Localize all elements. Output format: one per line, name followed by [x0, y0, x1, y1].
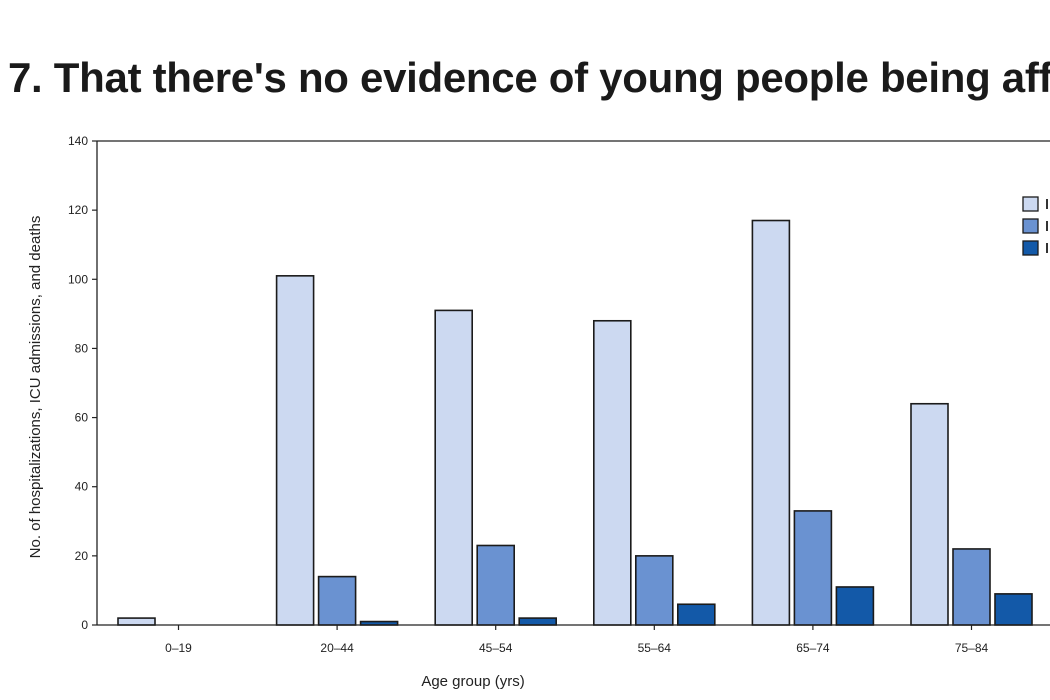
y-tick-label: 100 — [68, 272, 88, 286]
y-tick-label: 80 — [75, 341, 89, 355]
x-tick-label: 20–44 — [320, 641, 354, 655]
bar-0–19-series-1 — [117, 617, 156, 626]
x-tick-label: 65–74 — [796, 641, 830, 655]
x-axis-title: Age group (yrs) — [421, 673, 524, 690]
y-tick-label: 40 — [75, 480, 89, 494]
y-tick-label: 0 — [81, 618, 88, 632]
y-tick-label: 120 — [68, 203, 88, 217]
bar-75–84-series-2 — [952, 548, 991, 626]
legend-label-fragment — [1046, 221, 1048, 231]
bar-65–74-series-2 — [793, 510, 833, 626]
legend-swatch-series-2 — [1022, 218, 1039, 234]
bar-55–64-series-1 — [592, 319, 632, 626]
bar-45–54-series-3 — [518, 617, 558, 626]
bar-20–44-series-1 — [275, 275, 315, 626]
x-tick-label: 55–64 — [638, 641, 672, 655]
legend-swatch-series-3 — [1022, 240, 1039, 256]
bar-75–84-series-1 — [910, 402, 949, 626]
x-tick-label: 75–84 — [955, 641, 989, 655]
bar-55–64-series-3 — [676, 603, 716, 626]
legend — [1022, 196, 1048, 256]
page-headline: 7. That there's no evidence of young peo… — [8, 54, 1050, 101]
y-axis-title: No. of hospitalizations, ICU admissions,… — [27, 216, 44, 559]
bar-20–44-series-2 — [317, 575, 357, 626]
bar-45–54-series-1 — [434, 309, 474, 626]
bar-65–74-series-3 — [835, 586, 875, 626]
bars-group — [117, 219, 1033, 626]
bar-75–84-series-3 — [994, 593, 1033, 626]
legend-label-fragment — [1046, 243, 1048, 253]
x-axis-ticks: 0–19 20–44 45–54 55–64 65–74 75–84 — [165, 625, 989, 655]
x-tick-label: 45–54 — [479, 641, 513, 655]
bar-55–64-series-2 — [634, 555, 674, 626]
y-tick-label: 140 — [68, 134, 88, 148]
bar-65–74-series-1 — [751, 219, 791, 626]
y-tick-label: 60 — [75, 411, 89, 425]
legend-label-fragment — [1046, 199, 1048, 209]
y-tick-label: 20 — [75, 549, 89, 563]
x-tick-label: 0–19 — [165, 641, 192, 655]
bar-45–54-series-2 — [476, 544, 516, 626]
y-axis-ticks: 0 20 40 60 80 100 120 140 — [68, 134, 97, 632]
legend-swatch-series-1 — [1022, 196, 1039, 212]
